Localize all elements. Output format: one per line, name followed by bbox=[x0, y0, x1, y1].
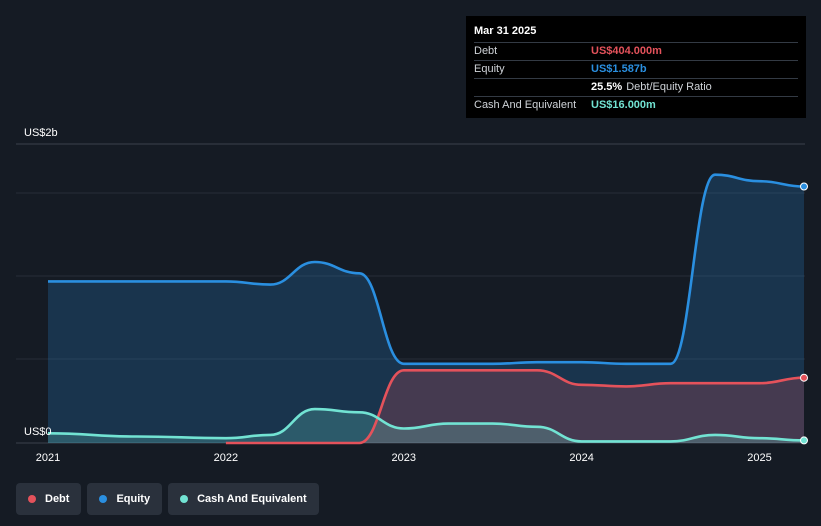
tooltip-cash-label: Cash And Equivalent bbox=[474, 99, 577, 111]
tooltip-debt-row: Debt US$404.000m bbox=[474, 42, 798, 60]
cash-end-point bbox=[800, 436, 808, 445]
equity-end-point bbox=[800, 182, 808, 191]
tooltip-equity-row: Equity US$1.587b bbox=[474, 60, 798, 78]
debt-area bbox=[225, 370, 805, 443]
tooltip-equity-label: Equity bbox=[474, 63, 505, 75]
tooltip-debt-label: Debt bbox=[474, 45, 498, 57]
x-tick-label: 2022 bbox=[214, 452, 238, 464]
x-tick-label: 2021 bbox=[36, 452, 60, 464]
legend-label-equity: Equity bbox=[116, 493, 151, 505]
series-end-markers bbox=[800, 182, 808, 445]
equity-dot-icon bbox=[99, 495, 108, 503]
x-axis-ticks: 2021 2022 2023 2024 2025 bbox=[36, 452, 772, 464]
legend-label-cash: Cash And Equivalent bbox=[197, 493, 307, 505]
tooltip-date: Mar 31 2025 bbox=[474, 25, 537, 37]
x-tick-label: 2023 bbox=[392, 452, 416, 464]
cash-line bbox=[47, 407, 805, 443]
tooltip-cash-row: Cash And Equivalent US$16.000m bbox=[474, 96, 798, 114]
legend-item-debt[interactable]: Debt bbox=[16, 483, 82, 515]
cash-area bbox=[48, 409, 804, 443]
tooltip-debt-value: US$404.000m bbox=[591, 45, 662, 57]
legend: Debt Equity Cash And Equivalent bbox=[16, 483, 319, 515]
series-lines bbox=[47, 173, 805, 445]
equity-line bbox=[48, 173, 805, 366]
x-tick-label: 2025 bbox=[747, 452, 771, 464]
tooltip-ratio-value: 25.5% bbox=[591, 81, 623, 93]
y-axis-zero-label: US$0 bbox=[24, 426, 52, 438]
legend-item-cash[interactable]: Cash And Equivalent bbox=[168, 483, 319, 515]
tooltip-cash-value: US$16.000m bbox=[591, 99, 656, 111]
y-axis-top-label: US$2b bbox=[24, 127, 58, 139]
tooltip-ratio-row: 25.5% Debt/Equity Ratio bbox=[474, 78, 798, 96]
tooltip-equity-value: US$1.587b bbox=[591, 63, 647, 75]
gridlines bbox=[16, 143, 805, 444]
debt-dot-icon bbox=[28, 495, 36, 503]
tooltip: Mar 31 2025 Debt US$404.000m Equity US$1… bbox=[466, 16, 806, 118]
debt-equity-chart: US$2b US$0 2021 2022 2023 2024 2025 bbox=[16, 127, 808, 464]
legend-label-debt: Debt bbox=[45, 493, 70, 505]
tooltip-ratio-label: Debt/Equity Ratio bbox=[626, 81, 712, 93]
debt-end-point bbox=[800, 373, 808, 382]
cash-dot-icon bbox=[180, 495, 189, 503]
equity-area bbox=[48, 174, 804, 443]
legend-item-equity[interactable]: Equity bbox=[87, 483, 163, 515]
series-areas bbox=[48, 174, 805, 443]
x-tick-label: 2024 bbox=[569, 452, 593, 464]
debt-line bbox=[225, 368, 805, 445]
